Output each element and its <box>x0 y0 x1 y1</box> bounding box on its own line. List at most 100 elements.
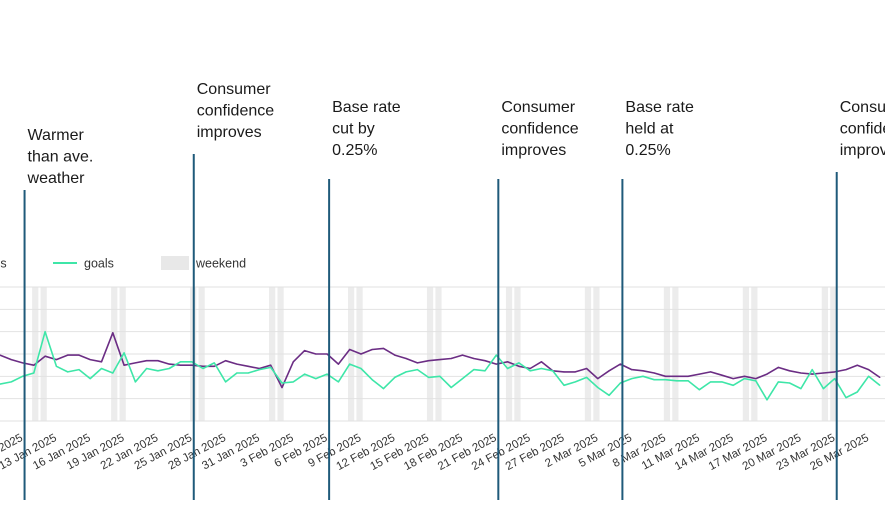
data-point-sessions <box>653 372 655 374</box>
legend-label-goals: goals <box>84 257 114 271</box>
data-point-sessions <box>721 374 723 376</box>
annotation-text: Base rate held at 0.25% <box>625 99 694 159</box>
data-point-sessions <box>394 354 396 356</box>
data-point-sessions <box>360 353 362 355</box>
data-point-sessions <box>202 365 204 367</box>
data-point-goals <box>495 354 497 356</box>
annotation-text: Consumer confidence improves <box>501 99 578 159</box>
data-point-sessions <box>484 360 486 362</box>
data-point-goals <box>179 361 182 363</box>
data-point-goals <box>439 375 441 377</box>
data-point-sessions <box>382 347 385 350</box>
annotation-line-text: Consumer <box>501 99 575 116</box>
data-point-sessions <box>811 373 813 375</box>
data-point-goals <box>270 366 272 368</box>
annotation-line-text: Consumer <box>197 81 271 98</box>
data-point-goals <box>743 377 746 380</box>
data-point-goals <box>349 363 351 365</box>
annotation-line-text: cut by <box>332 121 375 138</box>
data-point-sessions <box>134 362 136 364</box>
annotation-line-text: confidence <box>197 103 274 120</box>
data-point-goals <box>428 376 430 379</box>
data-point-goals <box>112 372 114 374</box>
data-point-goals <box>134 381 136 383</box>
data-point-sessions <box>676 375 678 377</box>
data-point-goals <box>416 369 418 371</box>
data-point-goals <box>44 331 46 333</box>
data-point-goals <box>721 381 723 383</box>
data-point-sessions <box>67 354 69 356</box>
data-point-goals <box>0 383 1 385</box>
annotation-line-text: Base rate <box>625 99 694 116</box>
data-point-sessions <box>473 357 475 360</box>
data-point-goals <box>281 382 283 384</box>
data-point-sessions <box>123 364 125 366</box>
data-point-goals <box>642 375 644 377</box>
data-point-goals <box>822 388 825 390</box>
data-point-goals <box>146 367 148 370</box>
data-point-goals <box>78 369 80 371</box>
data-point-goals <box>225 381 227 383</box>
data-point-goals <box>732 384 734 386</box>
data-point-goals <box>405 371 407 373</box>
data-point-sessions <box>10 358 12 361</box>
data-point-goals <box>687 380 689 382</box>
data-point-sessions <box>337 363 339 365</box>
data-point-sessions <box>642 370 644 372</box>
data-point-goals <box>450 386 452 389</box>
data-point-goals <box>123 352 125 354</box>
data-point-sessions <box>574 371 576 373</box>
data-point-goals <box>653 379 655 381</box>
data-point-sessions <box>416 362 418 364</box>
data-point-sessions <box>157 360 159 362</box>
data-point-sessions <box>179 364 182 366</box>
data-point-sessions <box>236 363 238 365</box>
data-point-sessions <box>213 365 215 367</box>
data-point-goals <box>698 389 700 391</box>
data-point-sessions <box>89 358 91 361</box>
annotation-text: Consumer confidence improves <box>840 99 885 159</box>
data-point-goals <box>382 388 385 390</box>
data-point-goals <box>789 382 791 384</box>
data-point-sessions <box>563 371 565 373</box>
data-point-sessions <box>247 365 249 367</box>
data-point-goals <box>303 373 306 375</box>
data-point-goals <box>540 367 543 370</box>
data-point-sessions <box>44 355 46 357</box>
data-point-sessions <box>461 354 464 356</box>
annotation-line-text: confidence <box>840 121 885 138</box>
data-point-sessions <box>540 361 543 363</box>
data-point-goals <box>518 362 520 364</box>
data-point-goals <box>258 369 261 371</box>
data-point-sessions <box>608 370 610 372</box>
annotation-text: Warmer than ave. weather <box>27 127 94 187</box>
data-point-goals <box>631 377 633 380</box>
data-point-goals <box>236 372 238 374</box>
data-point-sessions <box>315 353 317 355</box>
data-point-goals <box>529 370 531 372</box>
data-point-goals <box>585 376 588 379</box>
data-point-sessions <box>743 375 746 377</box>
annotation-line-text: Consumer <box>840 99 885 116</box>
data-point-sessions <box>585 367 588 370</box>
data-point-goals <box>755 380 757 382</box>
data-point-sessions <box>710 371 712 373</box>
data-point-sessions <box>879 376 881 379</box>
data-point-goals <box>213 362 215 364</box>
data-point-goals <box>552 370 554 372</box>
data-point-goals <box>371 379 373 381</box>
data-point-sessions <box>822 372 825 374</box>
annotation-line-text: improves <box>197 124 262 141</box>
data-point-sessions <box>845 369 847 371</box>
data-point-sessions <box>21 362 24 364</box>
data-point-goals <box>473 369 475 371</box>
data-point-goals <box>619 382 622 384</box>
data-point-sessions <box>0 354 1 356</box>
data-point-sessions <box>371 348 373 351</box>
annotation-line-text: 0.25% <box>332 142 377 159</box>
data-point-goals <box>292 381 294 383</box>
annotation-line-text: improves <box>501 142 566 159</box>
data-point-goals <box>247 372 249 374</box>
data-point-sessions <box>834 371 836 373</box>
data-point-goals <box>867 375 870 377</box>
